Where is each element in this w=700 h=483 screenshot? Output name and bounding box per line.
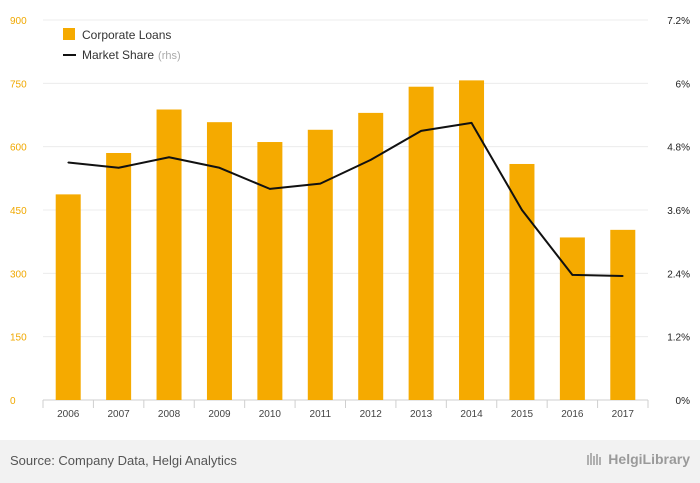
bar xyxy=(408,86,434,400)
line-point xyxy=(521,209,523,211)
line-point xyxy=(420,130,422,132)
line-series-market-share xyxy=(67,121,624,277)
y-left-tick-label: 600 xyxy=(10,143,27,154)
bar xyxy=(459,80,485,400)
y-right-tick-label: 7.2% xyxy=(667,16,690,27)
y-left-tick-label: 150 xyxy=(10,333,27,344)
y-right-tick-label: 2.4% xyxy=(667,269,690,280)
x-tick-label: 2007 xyxy=(108,409,131,420)
x-tick-label: 2010 xyxy=(259,409,282,420)
line-point xyxy=(117,166,120,169)
bar xyxy=(509,163,535,400)
bar xyxy=(156,109,182,400)
y-right-tick-label: 6% xyxy=(676,79,691,90)
chart: 0 0% 150 1.2% 300 2.4% 450 3.6% 600 4.8% 750 6% 900 7… xyxy=(10,16,690,420)
x-tick-label: 2006 xyxy=(57,409,80,420)
x-tick-label: 2015 xyxy=(511,409,534,420)
x-tick-label: 2013 xyxy=(410,409,433,420)
y-right-tick-label: 0% xyxy=(676,396,691,407)
legend-label-market-share-text: Market Share xyxy=(82,48,154,62)
line-point xyxy=(269,188,271,190)
source-text: Source: Company Data, Helgi Analytics xyxy=(10,453,237,468)
library-icon xyxy=(587,453,602,465)
line-point xyxy=(218,166,221,169)
bar-series-corporate-loans xyxy=(55,80,636,400)
y-right-tick-label: 4.8% xyxy=(667,143,690,154)
bar xyxy=(307,129,333,400)
bar xyxy=(559,237,585,400)
y-left-tick-label: 900 xyxy=(10,16,27,27)
line-point xyxy=(571,274,574,276)
market-share-line xyxy=(68,121,623,277)
x-tick-label: 2008 xyxy=(158,409,181,420)
brand-text: HelgiLibrary xyxy=(608,451,690,467)
bar xyxy=(257,142,283,400)
x-tick-label: 2017 xyxy=(612,409,635,420)
line-point xyxy=(67,161,70,164)
gridlines xyxy=(43,19,648,401)
bar xyxy=(206,122,232,400)
y-left-tick-label: 750 xyxy=(10,79,27,90)
x-tick-label: 2016 xyxy=(561,409,584,420)
legend-swatch-corporate-loans xyxy=(63,28,75,40)
axes: 0 0% 150 1.2% 300 2.4% 450 3.6% 600 4.8% 750 6% 900 7… xyxy=(10,16,690,420)
line-point xyxy=(168,156,170,159)
bar xyxy=(610,229,636,400)
brand-logo: HelgiLibrary xyxy=(586,451,690,467)
y-left-tick-label: 300 xyxy=(10,269,27,280)
footer: Source: Company Data, Helgi Analytics He… xyxy=(0,440,700,483)
x-tick-label: 2011 xyxy=(310,409,332,420)
line-point xyxy=(319,182,322,185)
y-left-tick-label: 0 xyxy=(10,396,16,407)
x-tick-label: 2009 xyxy=(208,409,231,420)
bar xyxy=(106,153,132,400)
y-left-tick-label: 450 xyxy=(10,206,27,217)
legend-label-corporate-loans: Corporate Loans xyxy=(82,28,171,42)
legend: Corporate Loans Market Share (rhs) xyxy=(63,28,181,62)
legend-label-rhs: (rhs) xyxy=(158,50,181,62)
x-tick-label: 2012 xyxy=(360,409,383,420)
bar xyxy=(55,194,81,400)
legend-label-market-share: Market Share (rhs) xyxy=(82,48,181,62)
line-point xyxy=(621,275,624,277)
x-tick-label: 2014 xyxy=(460,409,483,420)
y-right-tick-label: 3.6% xyxy=(667,206,690,217)
line-point xyxy=(470,122,473,124)
line-point xyxy=(369,159,372,161)
y-right-tick-label: 1.2% xyxy=(667,333,690,344)
